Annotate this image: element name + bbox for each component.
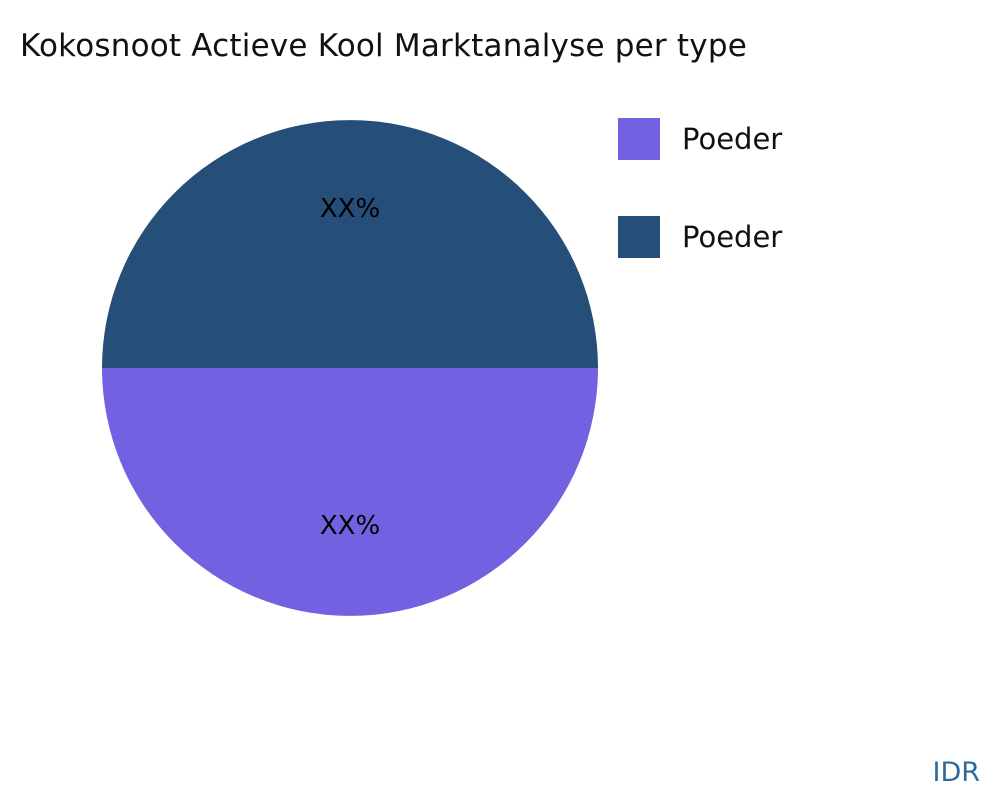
legend-swatch-icon (618, 118, 660, 160)
pie-slice (102, 120, 598, 368)
chart-title: Kokosnoot Actieve Kool Marktanalyse per … (20, 28, 747, 64)
legend-swatch-icon (618, 216, 660, 258)
legend-item: Poeder (618, 118, 782, 160)
pie-slice-label: XX% (320, 511, 380, 541)
legend-label: Poeder (682, 220, 783, 254)
legend-item: Poeder (618, 216, 782, 258)
legend-label: Poeder (682, 122, 783, 156)
pie-slice (102, 368, 598, 616)
currency-label: IDR (932, 757, 980, 788)
pie-slice-label: XX% (320, 194, 380, 224)
chart-legend: Poeder Poeder (618, 118, 782, 314)
